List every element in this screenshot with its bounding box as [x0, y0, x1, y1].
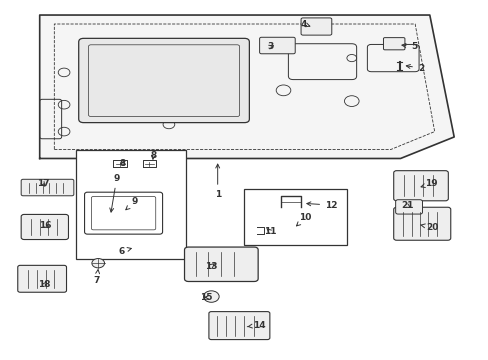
Text: 8: 8	[150, 151, 156, 160]
Bar	[244, 189, 346, 244]
Text: 3: 3	[267, 42, 273, 51]
FancyBboxPatch shape	[383, 38, 404, 50]
Circle shape	[92, 258, 104, 268]
Text: 9: 9	[109, 174, 120, 212]
Bar	[76, 149, 185, 259]
Circle shape	[203, 291, 219, 302]
Text: 21: 21	[400, 201, 413, 210]
Text: 6: 6	[118, 247, 131, 256]
Text: 13: 13	[204, 262, 217, 271]
Text: 10: 10	[296, 213, 311, 226]
Text: 14: 14	[247, 321, 265, 330]
Text: 7: 7	[93, 270, 100, 285]
Text: 8: 8	[119, 159, 125, 168]
FancyBboxPatch shape	[18, 265, 66, 292]
FancyBboxPatch shape	[393, 207, 450, 240]
Text: 12: 12	[306, 201, 337, 210]
Text: 1: 1	[214, 164, 221, 199]
FancyBboxPatch shape	[21, 215, 68, 239]
Text: 9: 9	[125, 197, 138, 210]
FancyBboxPatch shape	[79, 39, 249, 123]
FancyBboxPatch shape	[301, 18, 331, 35]
Text: 16: 16	[39, 221, 52, 230]
FancyBboxPatch shape	[184, 247, 258, 282]
Polygon shape	[40, 15, 453, 158]
FancyBboxPatch shape	[395, 200, 422, 214]
Text: 4: 4	[300, 19, 309, 28]
FancyBboxPatch shape	[393, 171, 447, 201]
Text: 19: 19	[420, 179, 437, 188]
Text: 5: 5	[401, 42, 417, 51]
Text: 11: 11	[264, 227, 276, 236]
Text: 18: 18	[38, 280, 51, 289]
FancyBboxPatch shape	[208, 312, 269, 339]
Text: 20: 20	[420, 223, 438, 232]
Text: 17: 17	[37, 179, 49, 188]
FancyBboxPatch shape	[259, 37, 295, 54]
Text: 2: 2	[406, 64, 423, 73]
FancyBboxPatch shape	[21, 179, 74, 196]
Text: 15: 15	[200, 293, 212, 302]
